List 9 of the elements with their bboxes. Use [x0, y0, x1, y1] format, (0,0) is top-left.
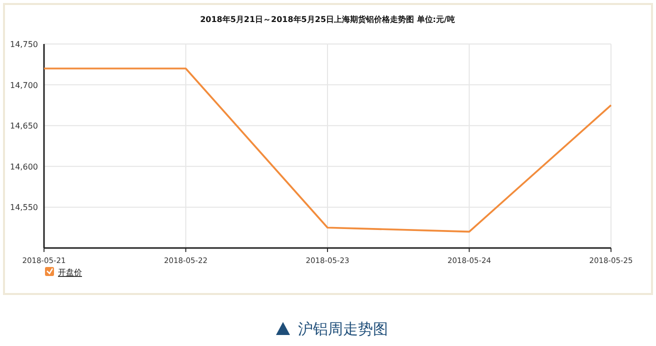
line-series [43, 68, 612, 233]
y-tick-label: 14,550 [10, 203, 38, 212]
text: 沪铝周走势图 [298, 320, 388, 338]
y-tick-label: 14,600 [10, 162, 38, 172]
y-tick-label: 14,700 [10, 80, 38, 90]
chart-title: 2018年5月21日～2018年5月25日上海期货铝价格走势图 单位:元/吨 [200, 15, 455, 24]
y-tick-label: 14,650 [10, 122, 38, 131]
legend-label: 开盘价 [58, 268, 82, 277]
y-tick-label: 14,750 [10, 40, 38, 49]
